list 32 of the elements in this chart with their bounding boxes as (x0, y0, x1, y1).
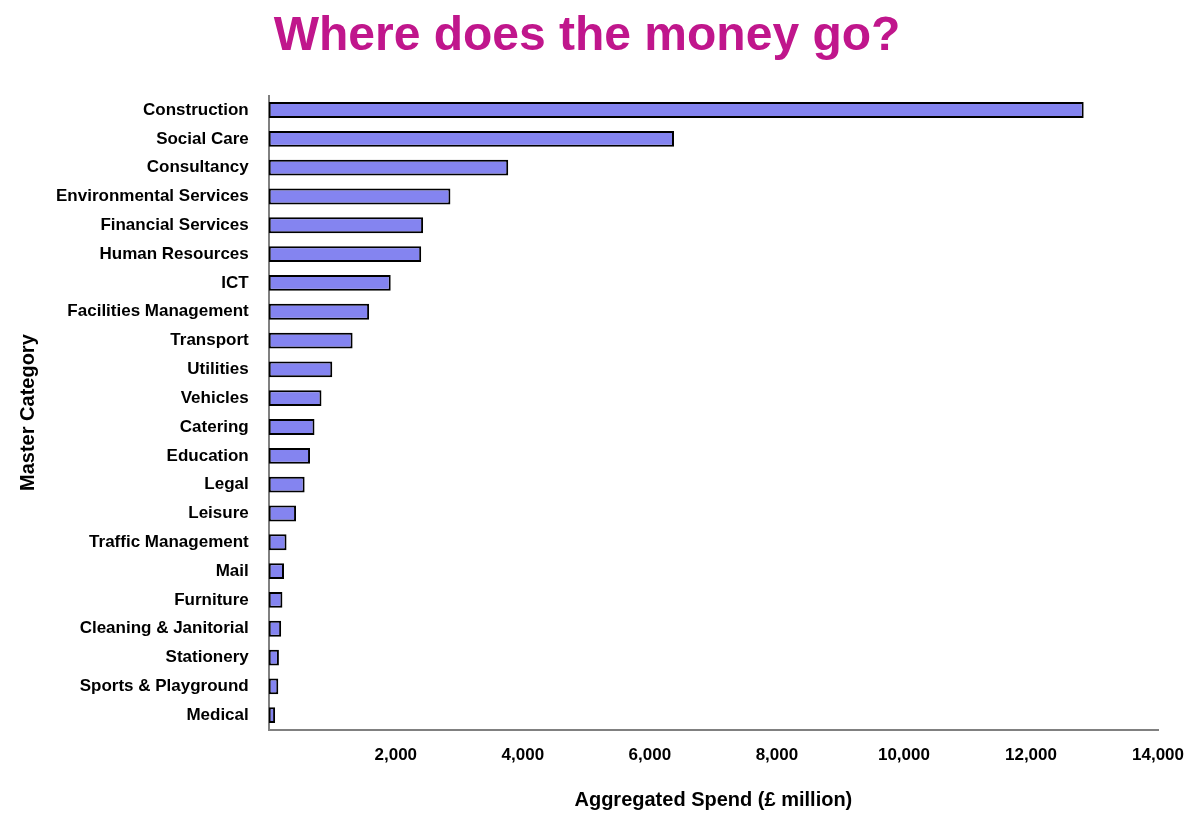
x-tick-label: 12,000 (1004, 745, 1057, 765)
y-tick-label: Environmental Services (55, 186, 249, 206)
y-tick-label: Catering (179, 416, 249, 436)
y-tick-label: Transport (170, 330, 250, 350)
y-tick-label: Construction (142, 99, 249, 119)
y-tick-label: Education (166, 445, 249, 465)
y-tick-label: Cleaning & Janitorial (79, 618, 249, 638)
y-tick-label: Furniture (174, 589, 249, 609)
x-axis-title: Aggregated Spend (£ million) (574, 787, 853, 810)
chart-title: Where does the money go? (273, 7, 901, 61)
y-tick-label: Utilities (187, 359, 249, 379)
y-axis-title: Master Category (15, 333, 38, 491)
x-tick-label: 4,000 (501, 745, 545, 765)
x-tick-label: 14,000 (1132, 745, 1184, 765)
y-tick-label: Legal (204, 474, 249, 494)
y-tick-label: Facilities Management (67, 301, 250, 321)
x-tick-label: 6,000 (628, 745, 672, 765)
y-tick-label: Leisure (188, 503, 249, 523)
y-tick-label: Medical (186, 704, 249, 724)
y-tick-label: Social Care (156, 128, 249, 148)
y-tick-label: Vehicles (180, 387, 249, 407)
y-tick-label: ICT (221, 272, 250, 292)
y-tick-label: Traffic Management (89, 531, 250, 551)
y-tick-label: Financial Services (100, 214, 249, 234)
y-tick-label: Mail (215, 560, 249, 580)
x-tick-label: 8,000 (755, 745, 799, 765)
x-tick-label: 2,000 (374, 745, 418, 765)
y-tick-label: Human Resources (99, 243, 249, 263)
x-tick-label: 10,000 (877, 745, 930, 765)
y-tick-label: Stationery (165, 647, 250, 667)
y-tick-label: Consultancy (146, 157, 250, 177)
y-tick-label: Sports & Playground (79, 676, 249, 696)
